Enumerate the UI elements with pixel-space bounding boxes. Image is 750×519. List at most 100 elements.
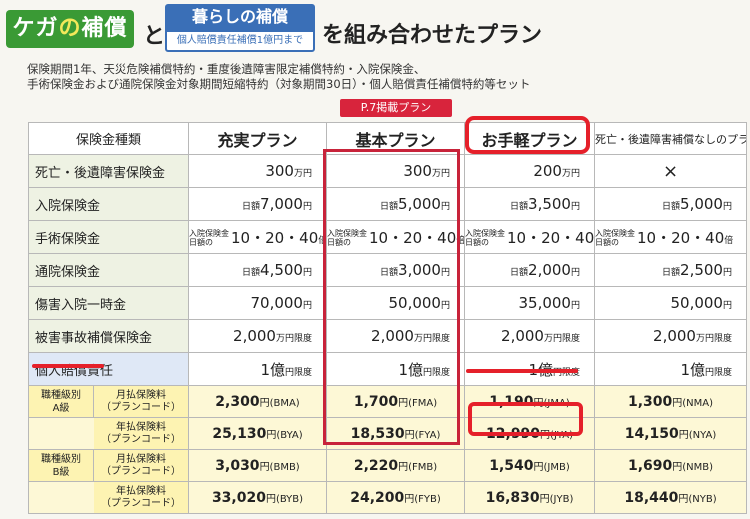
column-header-plan-light: お手軽プラン <box>464 122 595 155</box>
premium-amount: 1,540 <box>489 457 534 474</box>
value-unit: 円 <box>570 301 580 311</box>
value-prefix-block: 入院保険金 日額の <box>465 229 506 247</box>
premium-value: 24,200円(FYB) <box>326 481 465 514</box>
premium-value: 25,130円(BYA) <box>188 417 327 450</box>
injury-badge-text-b: の <box>58 16 82 41</box>
description-line-2: 手術保険金および通院保険金対象期間短縮特約（対象期間30日）・個人賠償責任補償特… <box>27 77 531 91</box>
value-number: 10・20・40 <box>637 228 725 247</box>
row-label: 傷害入院一時金 <box>28 286 189 320</box>
value-prefix-block: 入院保険金 日額の <box>327 229 368 247</box>
premium-label-wrap: 職種級別B級年払保険料（プランコード） <box>30 482 188 513</box>
value-unit: 円 <box>302 301 312 311</box>
payment-type-label: 年払保険料 （プランコード） <box>94 418 188 449</box>
value-number: 200 <box>533 162 562 180</box>
premium-code: 円(NMB) <box>672 461 714 473</box>
value-prefix: 日額 <box>242 202 261 212</box>
value-number: 70,000 <box>250 294 303 312</box>
plan-code-note: （プランコード） <box>101 401 181 413</box>
plan-code-note: （プランコード） <box>101 497 181 509</box>
payment-type: 月払保険料 <box>116 453 166 465</box>
premium-code: 円(FYB) <box>404 493 441 505</box>
value-unit: 円 <box>440 202 450 212</box>
coverage-value: 200万円 <box>464 154 595 188</box>
value-number: 3,500 <box>528 195 571 213</box>
not-covered-mark: × <box>594 154 747 188</box>
occupation-class-line-1: 職種級別 <box>41 389 81 401</box>
row-label: 個人賠償責任 <box>28 352 189 386</box>
living-badge: 暮らしの補償 個人賠償責任補償1億円まで <box>165 4 315 52</box>
table-header-row: 保険金種類 充実プラン 基本プラン お手軽プラン 死亡・後遺障害補償なしのプラン <box>28 122 747 155</box>
value-number: 5,000 <box>680 195 723 213</box>
living-badge-title: 暮らしの補償 <box>165 4 315 30</box>
living-badge-subtitle: 個人賠償責任補償1億円まで <box>165 30 315 52</box>
coverage-value: 日額7,000円 <box>188 187 327 221</box>
value-number: 2,000 <box>501 327 544 345</box>
premium-code: 円(NYA) <box>678 429 717 441</box>
value-unit: 円 <box>722 301 732 311</box>
value-unit: 円限度 <box>704 367 732 378</box>
value-number: 4,500 <box>260 261 303 279</box>
premium-code: 円(FMB) <box>398 461 438 473</box>
occupation-class-label: 職種級別 B級 <box>29 450 94 481</box>
coverage-value: 70,000円 <box>188 286 327 320</box>
coverage-value: 2,000万円限度 <box>594 319 747 353</box>
header-title-tail: を組み合わせたプラン <box>322 23 543 48</box>
value-number: 10・20・40 <box>231 228 319 247</box>
value-prefix-line-1: 入院保険金 <box>327 229 368 238</box>
value-number: 7,000 <box>260 195 303 213</box>
value-number: 300 <box>403 162 432 180</box>
coverage-value: 2,000万円限度 <box>188 319 327 353</box>
value-unit: 万円 <box>431 169 450 179</box>
premium-label-wrap: 職種級別A級年払保険料（プランコード） <box>30 418 188 449</box>
row-label: 被害事故補償保険金 <box>28 319 189 353</box>
plan-description: 保険期間1年、天災危険補償特約・重度後遺障害限定補償特約・入院保険金、 手術保険… <box>27 62 727 92</box>
premium-label-cell: 職種級別B級年払保険料（プランコード） <box>28 481 189 514</box>
premium-value: 16,830円(JYB) <box>464 481 595 514</box>
value-number: 35,000 <box>518 294 571 312</box>
coverage-value: 日額3,000円 <box>326 253 465 287</box>
value-number: 2,000 <box>653 327 696 345</box>
value-unit: 万円限度 <box>695 334 732 344</box>
value-unit: 円 <box>440 301 450 311</box>
premium-value: 33,020円(BYB) <box>188 481 327 514</box>
premium-amount: 1,700 <box>353 393 399 410</box>
coverage-value: 50,000円 <box>594 286 747 320</box>
value-prefix: 日額 <box>380 202 399 212</box>
value-prefix-line-2: 日額の <box>189 238 214 247</box>
premium-amount: 18,440 <box>624 489 679 506</box>
premium-value: 1,700円(FMA) <box>326 385 465 418</box>
value-prefix-line-1: 入院保険金 <box>465 229 506 238</box>
premium-label-wrap: 職種級別 B級 月払保険料 （プランコード） <box>29 450 188 481</box>
occupation-class-line-2: A級 <box>52 402 70 414</box>
light-plan-highlight <box>465 116 590 154</box>
liability-underline-right <box>466 369 578 373</box>
header-conjunction: と <box>143 24 166 49</box>
value-unit: 円 <box>302 202 312 212</box>
value-unit: 円 <box>570 268 580 278</box>
value-unit: 万円限度 <box>543 334 580 344</box>
premium-code: 円(FMA) <box>398 397 438 409</box>
premium-value: 2,300円(BMA) <box>188 385 327 418</box>
premium-amount: 16,830 <box>485 489 540 506</box>
header: ケガの補償 と 暮らしの補償 個人賠償責任補償1億円まで を組み合わせたプラン <box>0 0 750 60</box>
coverage-value: 2,000万円限度 <box>326 319 465 353</box>
column-header-plan-no-death: 死亡・後遺障害補償なしのプラン <box>594 122 747 155</box>
premium-code: 円(JYB) <box>539 493 574 505</box>
description-line-1: 保険期間1年、天災危険補償特約・重度後遺障害限定補償特約・入院保険金、 <box>27 62 426 76</box>
row-label: 入院保険金 <box>28 187 189 221</box>
coverage-value: 日額3,500円 <box>464 187 595 221</box>
coverage-value: 日額4,500円 <box>188 253 327 287</box>
value-prefix: 日額 <box>662 268 681 278</box>
premium-value: 1,300円(NMA) <box>594 385 747 418</box>
column-header-plan-full: 充実プラン <box>188 122 327 155</box>
table-row: 通院保険金 日額4,500円 日額3,000円 日額2,000円 日額2,500円 <box>28 253 747 287</box>
coverage-value: 日額5,000円 <box>326 187 465 221</box>
premium-label-wrap: 職種級別 A級 月払保険料 （プランコード） <box>29 386 188 417</box>
premium-amount: 18,530 <box>350 425 405 442</box>
value-number: 50,000 <box>388 294 441 312</box>
table-row: 手術保険金 入院保険金 日額の 10・20・40倍 入院保険金 日額の 10・20・40倍入… <box>28 220 747 254</box>
value-prefix-line-2: 日額の <box>595 238 620 247</box>
value-number: 50,000 <box>670 294 723 312</box>
